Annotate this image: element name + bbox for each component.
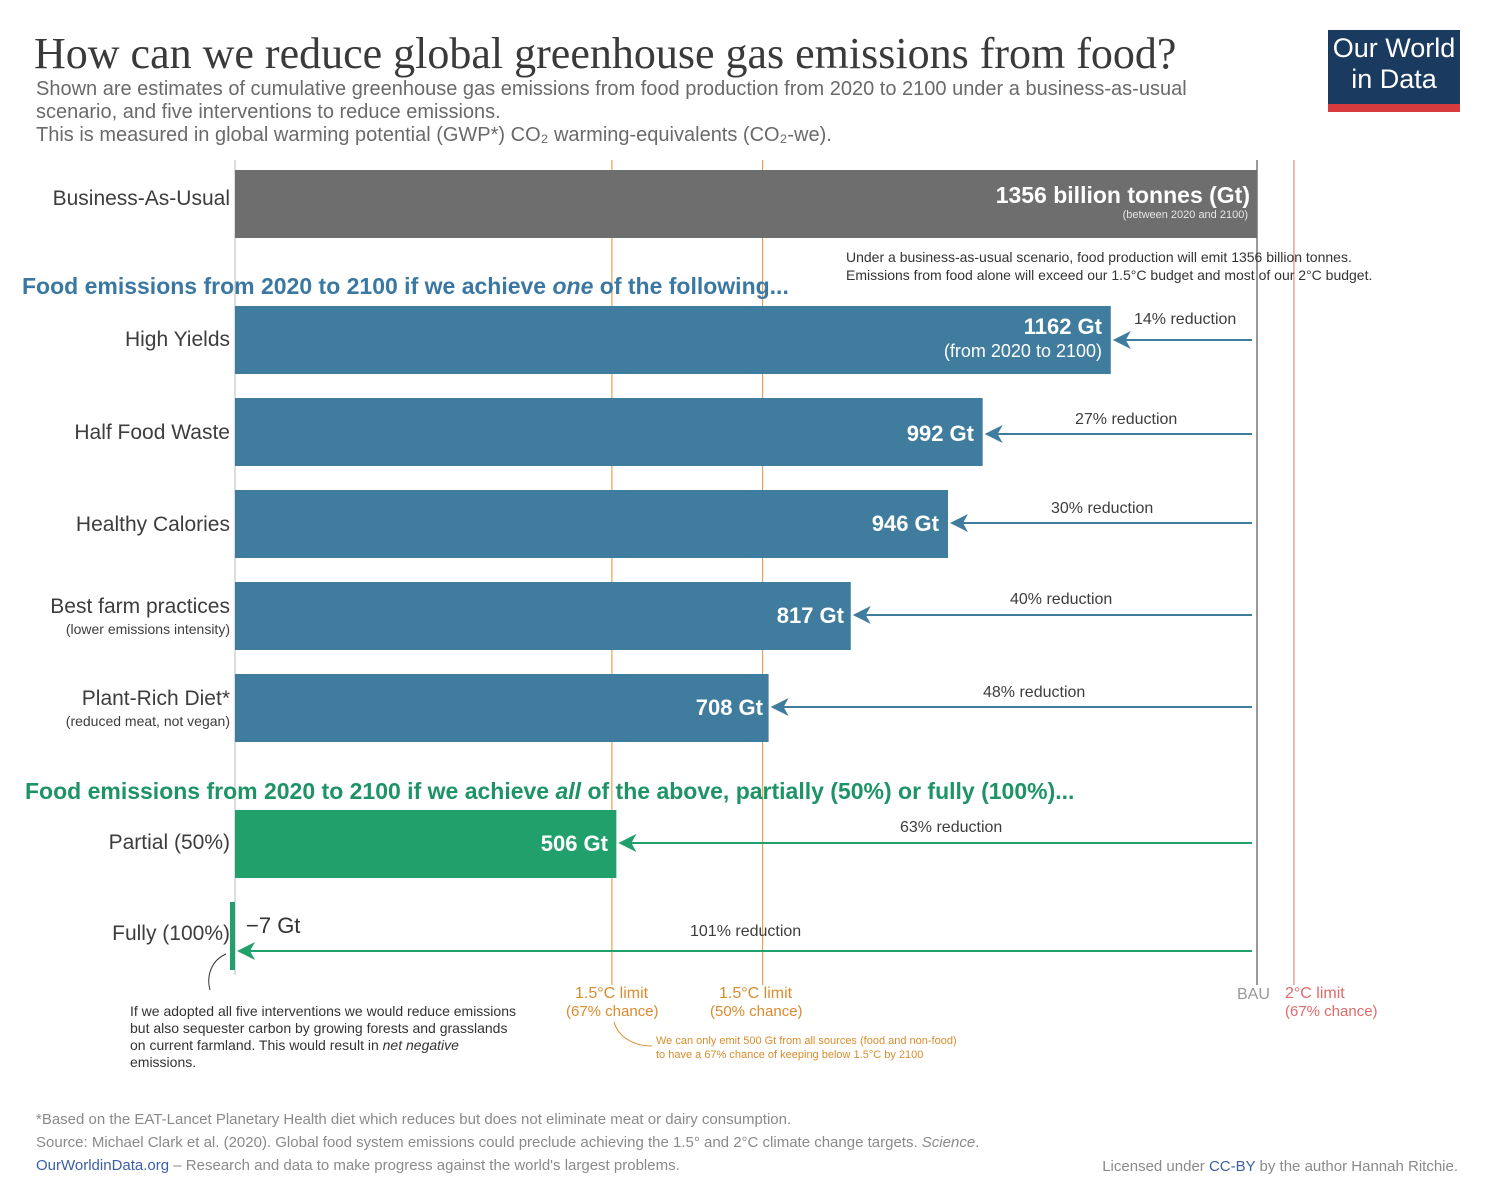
row-label-fully: Fully (100%) (112, 922, 230, 945)
bar-best-farm-practices (235, 582, 851, 650)
bar-bau (235, 170, 1257, 238)
source-journal: Science (921, 1134, 976, 1151)
arrow-healthy-calories (949, 514, 1252, 532)
logo-text-line-2: in Data (1351, 64, 1437, 94)
net-negative-note: If we adopted all five interventions we … (130, 1003, 520, 1071)
row-label-best-farm-practices: Best farm practices (50, 595, 230, 618)
reduction-label-best-farm-practices: 40% reduction (1010, 591, 1113, 608)
section-heading-all-suffix: of the above, partially (50%) or fully (… (581, 778, 1075, 804)
owid-logo[interactable]: Our World in Data (1328, 30, 1460, 112)
arrow-best-farm-practices (852, 606, 1252, 624)
arrow-partial (618, 834, 1252, 852)
arrow-high-yields (1112, 331, 1252, 349)
bar-value-high-yields: 1162 Gt (1023, 314, 1102, 339)
arrow-plant-rich-diet (770, 698, 1252, 716)
section-heading-all: Food emissions from 2020 to 2100 if we a… (25, 778, 1074, 805)
section-heading-one-suffix: of the following... (593, 273, 789, 299)
reduction-label-half-food-waste: 27% reduction (1075, 411, 1178, 428)
net-negative-note-text: If we adopted all five interventions we … (130, 1003, 516, 1053)
section-heading-all-emph: all (555, 778, 582, 804)
source-prefix: Source: Michael Clark et al. (2020). Glo… (36, 1134, 922, 1151)
license-link[interactable]: CC-BY (1208, 1158, 1256, 1175)
license-prefix: Licensed under (1102, 1158, 1209, 1175)
owid-footer-line: OurWorldinData.org – Research and data t… (36, 1157, 680, 1174)
bar-plant-rich-diet (235, 674, 769, 742)
bar-sublabel-high-yields: (from 2020 to 2100) (943, 341, 1102, 361)
row-sublabel-plant-rich-diet: (reduced meat, not vegan) (65, 713, 230, 729)
ref-sublabel-15c-50: (50% chance) (710, 1003, 803, 1020)
net-negative-note-end: emissions. (130, 1054, 197, 1070)
bar-high-yields (235, 306, 1111, 374)
subtitle-line-3: This is measured in global warming poten… (36, 124, 832, 146)
logo-red-strip (1328, 104, 1460, 112)
bar-value-best-farm-practices: 817 Gt (776, 603, 844, 628)
subtitle-line-1: Shown are estimates of cumulative greenh… (36, 78, 1187, 100)
net-negative-note-emph: net negative (382, 1037, 459, 1053)
section-heading-one-emph: one (552, 273, 594, 299)
row-label-partial: Partial (50%) (108, 831, 230, 854)
ref-label-15c-50: 1.5°C limit (719, 985, 793, 1002)
owid-link[interactable]: OurWorldinData.org (36, 1157, 170, 1174)
license-line: Licensed under CC-BY by the author Hanna… (1102, 1158, 1458, 1175)
bar-partial (235, 810, 617, 878)
row-label-plant-rich-diet: Plant-Rich Diet* (81, 687, 230, 710)
bau-note-line-1: Under a business-as-usual scenario, food… (846, 249, 1352, 265)
owid-tagline: – Research and data to make progress aga… (169, 1157, 680, 1174)
subtitle-line-2: scenario, and five interventions to redu… (36, 101, 501, 123)
pointer-budget-note (613, 1021, 653, 1047)
page-title: How can we reduce global greenhouse gas … (34, 29, 1177, 78)
bar-healthy-calories (235, 490, 948, 558)
row-label-bau: Business-As-Usual (52, 187, 230, 210)
bar-sublabel-bau: (between 2020 and 2100) (1122, 209, 1248, 221)
bar-value-fully: −7 Gt (246, 913, 301, 938)
pointer-net-negative (208, 953, 227, 991)
ref-label-15c-67: 1.5°C limit (575, 985, 649, 1002)
license-suffix: by the author Hannah Ritchie. (1255, 1158, 1458, 1175)
bar-half-food-waste (235, 398, 983, 466)
ref-sublabel-15c-67: (67% chance) (566, 1003, 659, 1020)
source-suffix: . (975, 1134, 980, 1151)
row-label-half-food-waste: Half Food Waste (74, 421, 230, 444)
row-label-high-yields: High Yields (124, 328, 230, 351)
bar-value-plant-rich-diet: 708 Gt (695, 695, 763, 720)
ref-sublabel-2c: (67% chance) (1285, 1003, 1378, 1020)
reduction-label-healthy-calories: 30% reduction (1051, 500, 1154, 517)
source-line: Source: Michael Clark et al. (2020). Glo… (36, 1134, 979, 1151)
reduction-label-high-yields: 14% reduction (1134, 311, 1237, 328)
bar-value-bau: 1356 billion tonnes (Gt) (995, 182, 1250, 208)
bar-value-partial: 506 Gt (540, 831, 608, 856)
footnote: *Based on the EAT-Lancet Planetary Healt… (36, 1111, 792, 1128)
ref-label-2c: 2°C limit (1285, 985, 1345, 1002)
reduction-label-fully: 101% reduction (690, 923, 802, 940)
reduction-label-partial: 63% reduction (900, 819, 1003, 836)
row-sublabel-best-farm-practices: (lower emissions intensity) (65, 621, 230, 637)
reduction-label-plant-rich-diet: 48% reduction (983, 684, 1086, 701)
arrow-half-food-waste (984, 425, 1252, 443)
arrow-fully (237, 942, 1252, 960)
bar-value-half-food-waste: 992 Gt (906, 421, 974, 446)
logo-text-line-1: Our World (1332, 33, 1456, 63)
bau-note-line-2: Emissions from food alone will exceed ou… (846, 267, 1373, 283)
budget-note-line-2: to have a 67% chance of keeping below 1.… (656, 1049, 924, 1061)
bar-value-healthy-calories: 946 Gt (871, 511, 939, 536)
budget-note-line-1: We can only emit 500 Gt from all sources… (656, 1035, 957, 1047)
bar-fully (230, 902, 235, 970)
section-heading-one: Food emissions from 2020 to 2100 if we a… (22, 273, 789, 300)
section-heading-all-prefix: Food emissions from 2020 to 2100 if we a… (25, 778, 556, 804)
row-label-healthy-calories: Healthy Calories (75, 513, 230, 536)
ref-label-bau: BAU (1237, 986, 1270, 1003)
section-heading-one-prefix: Food emissions from 2020 to 2100 if we a… (22, 273, 553, 299)
